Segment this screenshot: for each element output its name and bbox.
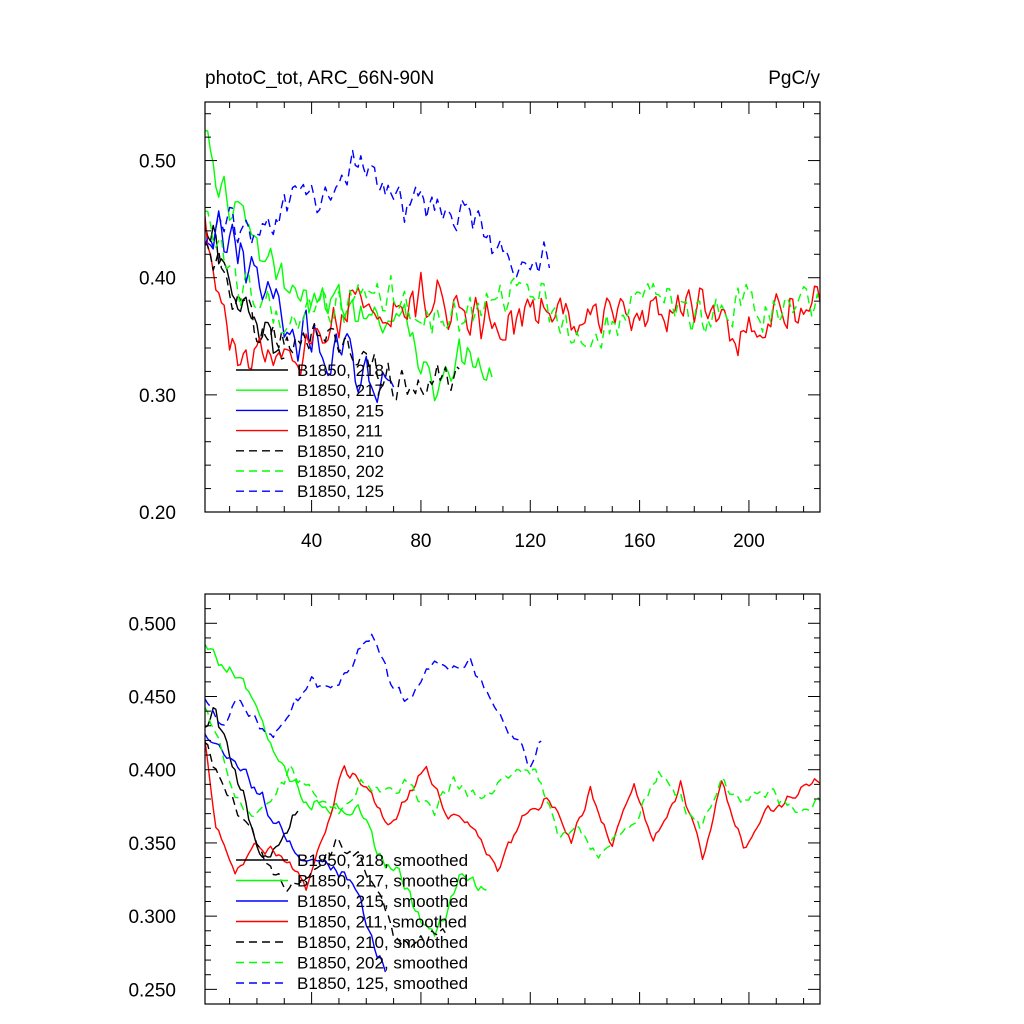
series-line-b1850-210 bbox=[205, 241, 460, 401]
series-line-b1850-218-smoothed bbox=[205, 707, 299, 858]
legend-label: B1850, 215, smoothed bbox=[297, 892, 468, 911]
series-line-b1850-211 bbox=[205, 216, 820, 376]
legend-label: B1850, 217 bbox=[297, 381, 384, 400]
legend-label: B1850, 218 bbox=[297, 361, 384, 380]
x-tick-label: 160 bbox=[624, 531, 656, 552]
x-tick-label: 80 bbox=[410, 531, 431, 552]
legend-label: B1850, 125 bbox=[297, 482, 384, 501]
chart-title: photoC_tot, ARC_66N-90N bbox=[205, 68, 434, 89]
series-line-b1850-215 bbox=[205, 210, 395, 404]
legend-label: B1850, 210 bbox=[297, 442, 384, 461]
legend-label: B1850, 211, smoothed bbox=[297, 913, 467, 932]
series-line-b1850-202 bbox=[205, 210, 820, 349]
series-line-b1850-125-smoothed bbox=[205, 633, 542, 768]
y-tick-label: 0.20 bbox=[139, 503, 176, 524]
legend-label: B1850, 202 bbox=[297, 462, 384, 481]
legend-label: B1850, 211 bbox=[297, 422, 383, 441]
x-tick-label: 40 bbox=[301, 531, 322, 552]
bottom-legend: B1850, 218, smoothed B1850, 217, smoothed… bbox=[236, 851, 468, 993]
x-tick-label: 200 bbox=[733, 531, 765, 552]
bottom-chart: 0.250 0.300 0.350 0.400 0.450 0.500 B1850, 21… bbox=[128, 593, 821, 1005]
top-plot-series bbox=[205, 129, 820, 404]
top-axis-ticks: 40 80 120 160 200 0.20 0.30 0.40 0.50 bbox=[139, 102, 820, 552]
series-line-b1850-125 bbox=[205, 149, 551, 278]
bottom-plot-series bbox=[205, 633, 820, 973]
y-tick-label: 0.400 bbox=[128, 761, 176, 782]
legend-label: B1850, 125, smoothed bbox=[297, 974, 468, 993]
series-line-b1850-217-smoothed bbox=[205, 643, 487, 937]
y-tick-label: 0.40 bbox=[139, 269, 176, 290]
legend-label: B1850, 217, smoothed bbox=[297, 872, 468, 891]
legend-label: B1850, 215 bbox=[297, 401, 384, 420]
legend-label: B1850, 210, smoothed bbox=[297, 933, 468, 952]
series-line-b1850-211-smoothed bbox=[205, 740, 820, 891]
chart-units: PgC/y bbox=[768, 68, 820, 89]
series-line-b1850-210-smoothed bbox=[205, 741, 449, 950]
top-chart: photoC_tot, ARC_66N-90N PgC/y 40 80 120 160… bbox=[139, 68, 821, 552]
bottom-axis-ticks: 0.250 0.300 0.350 0.400 0.450 0.500 bbox=[128, 593, 820, 1004]
y-tick-label: 0.50 bbox=[139, 152, 176, 173]
series-line-b1850-215-smoothed bbox=[205, 733, 387, 973]
y-tick-label: 0.500 bbox=[128, 614, 176, 635]
y-tick-label: 0.450 bbox=[128, 688, 176, 709]
x-tick-label: 120 bbox=[514, 531, 546, 552]
top-plot-frame bbox=[204, 101, 821, 513]
y-tick-label: 0.300 bbox=[128, 907, 176, 928]
y-tick-label: 0.350 bbox=[128, 834, 176, 855]
bottom-plot-frame bbox=[204, 593, 821, 1005]
legend-label: B1850, 218, smoothed bbox=[297, 851, 468, 870]
y-tick-label: 0.250 bbox=[128, 980, 176, 1001]
series-line-b1850-202-smoothed bbox=[205, 706, 820, 859]
y-tick-label: 0.30 bbox=[139, 386, 176, 407]
legend-label: B1850, 202, smoothed bbox=[297, 954, 468, 973]
